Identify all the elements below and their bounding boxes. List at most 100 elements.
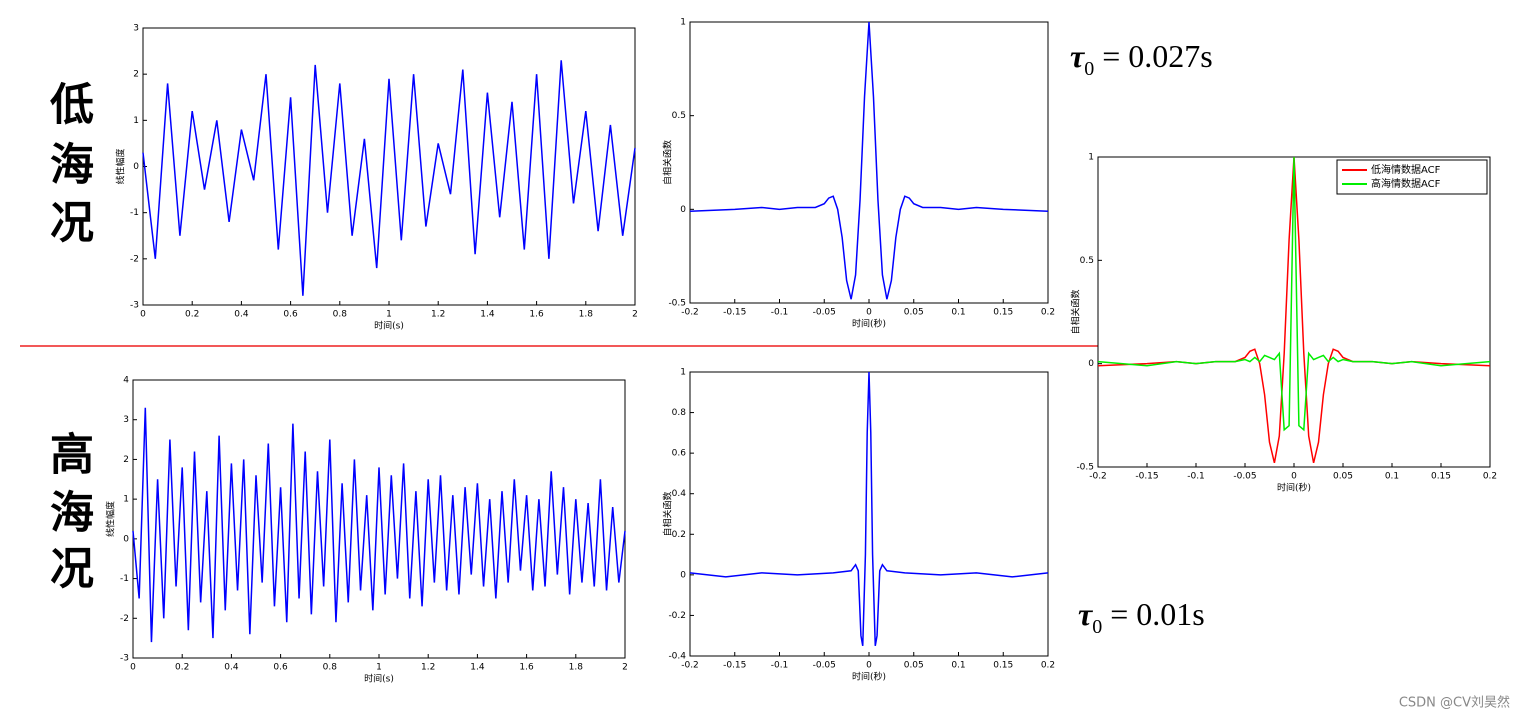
x-tick-label: -0.1 — [771, 661, 789, 671]
tau-symbol: τ — [1078, 596, 1094, 632]
x-tick-label: -0.05 — [813, 308, 836, 318]
y-tick-label: -2 — [120, 614, 129, 624]
x-tick-label: 1.8 — [579, 310, 594, 320]
y-tick-label: -3 — [120, 654, 129, 664]
x-tick-label: 1 — [376, 663, 382, 673]
x-tick-label: 0.15 — [1431, 472, 1451, 482]
y-tick-label: 0 — [680, 570, 686, 580]
x-tick-label: -0.1 — [1187, 472, 1205, 482]
tau-sub: 0 — [1092, 616, 1102, 638]
legend-label: 低海情数据ACF — [1371, 163, 1441, 176]
y-tick-label: -0.5 — [668, 299, 686, 309]
x-tick-label: -0.15 — [723, 661, 746, 671]
x-axis-label: 时间(s) — [374, 320, 404, 332]
data-line — [1097, 156, 1491, 432]
x-tick-label: 0 — [866, 661, 872, 671]
x-tick-label: 0.8 — [333, 310, 348, 320]
x-tick-label: 0.2 — [1483, 472, 1497, 482]
x-tick-label: 0.1 — [951, 308, 965, 318]
y-tick-label: 1 — [1088, 153, 1094, 163]
tau-annotation: τ0 = 0.027s — [1070, 38, 1213, 79]
state-label: 况 — [50, 544, 94, 595]
x-tick-label: 0.2 — [175, 663, 189, 673]
tau-value: = 0.01s — [1110, 596, 1205, 632]
state-label: 海 — [50, 140, 94, 191]
x-tick-label: 1.2 — [431, 310, 445, 320]
y-tick-label: -1 — [120, 574, 129, 584]
x-tick-label: -0.2 — [681, 661, 699, 671]
y-tick-label: -3 — [130, 301, 139, 311]
x-tick-label: 1.4 — [480, 310, 495, 320]
tau-symbol: τ — [1070, 38, 1086, 74]
x-tick-label: -0.05 — [1233, 472, 1256, 482]
x-tick-label: 1.8 — [569, 663, 584, 673]
x-tick-label: 0.2 — [185, 310, 199, 320]
y-tick-label: 0 — [680, 205, 686, 215]
x-tick-label: 1 — [386, 310, 392, 320]
x-tick-label: 0.2 — [1041, 308, 1055, 318]
state-label: 高 — [50, 430, 94, 481]
y-tick-label: 0 — [123, 534, 129, 544]
y-tick-label: -0.5 — [1076, 463, 1094, 473]
y-axis-label: 线性幅度 — [105, 501, 117, 537]
x-tick-label: -0.2 — [1089, 472, 1107, 482]
y-tick-label: 0.6 — [672, 449, 687, 459]
data-line — [142, 60, 636, 296]
x-tick-label: -0.05 — [813, 661, 836, 671]
legend-box — [1336, 159, 1488, 195]
plot-area — [689, 21, 1049, 304]
y-tick-label: 2 — [133, 70, 139, 80]
x-tick-label: -0.1 — [771, 308, 789, 318]
x-tick-label: 0.05 — [904, 661, 924, 671]
x-axis-label: 时间(秒) — [852, 671, 886, 683]
x-tick-label: 1.6 — [529, 310, 544, 320]
x-tick-label: 0.8 — [323, 663, 338, 673]
plot-area — [142, 27, 636, 306]
y-tick-label: 1 — [680, 18, 686, 28]
x-tick-label: 2 — [622, 663, 628, 673]
tau-sub: 0 — [1084, 58, 1094, 80]
x-tick-label: 0.1 — [951, 661, 965, 671]
x-tick-label: -0.15 — [1135, 472, 1158, 482]
x-tick-label: 0 — [130, 663, 136, 673]
y-tick-label: -2 — [130, 254, 139, 264]
tau-annotation: τ0 = 0.01s — [1078, 596, 1205, 637]
x-axis-label: 时间(s) — [364, 673, 394, 685]
y-axis-label: 自相关函数 — [1070, 289, 1082, 334]
y-axis-label: 线性幅度 — [115, 148, 127, 184]
x-tick-label: 0.15 — [993, 661, 1013, 671]
x-tick-label: 0.6 — [283, 310, 298, 320]
y-tick-label: 1 — [123, 495, 129, 505]
x-tick-label: 2 — [632, 310, 638, 320]
legend-label: 高海情数据ACF — [1371, 177, 1441, 190]
y-tick-label: -0.4 — [668, 652, 686, 662]
data-line — [689, 371, 1049, 646]
state-label: 低 — [50, 80, 94, 131]
x-tick-label: 0.2 — [1041, 661, 1055, 671]
y-tick-label: 0 — [1088, 359, 1094, 369]
x-tick-label: 1.2 — [421, 663, 435, 673]
x-tick-label: 0.15 — [993, 308, 1013, 318]
x-tick-label: 0 — [866, 308, 872, 318]
x-tick-label: 0.6 — [273, 663, 288, 673]
state-label: 况 — [50, 198, 94, 249]
watermark: CSDN @CV刘昊然 — [1399, 695, 1510, 711]
y-tick-label: 0.4 — [672, 489, 687, 499]
state-label: 海 — [50, 488, 94, 539]
y-tick-label: 4 — [123, 376, 129, 386]
x-tick-label: 1.6 — [519, 663, 534, 673]
x-tick-label: 0.1 — [1385, 472, 1399, 482]
x-axis-label: 时间(秒) — [1277, 482, 1311, 494]
x-axis-label: 时间(秒) — [852, 318, 886, 330]
y-tick-label: 0.5 — [1080, 256, 1094, 266]
y-tick-label: -0.2 — [668, 611, 686, 621]
y-tick-label: 0.8 — [672, 408, 687, 418]
x-tick-label: -0.2 — [681, 308, 699, 318]
x-tick-label: 0.05 — [1333, 472, 1353, 482]
x-tick-label: -0.15 — [723, 308, 746, 318]
y-tick-label: -1 — [130, 208, 139, 218]
x-tick-label: 0.4 — [224, 663, 239, 673]
x-tick-label: 0.4 — [234, 310, 249, 320]
x-tick-label: 0 — [140, 310, 146, 320]
